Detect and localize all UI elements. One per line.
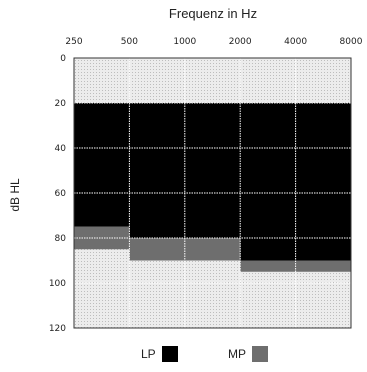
x-tick-label: 500 [121, 37, 138, 47]
grid-layer [74, 58, 351, 328]
y-tick-label: 120 [49, 324, 66, 334]
legend-swatch-lp [161, 346, 178, 362]
legend: LP MP [0, 346, 367, 368]
legend-item-mp: MP [228, 346, 268, 362]
legend-swatch-mp [252, 346, 268, 362]
x-tick-label: 2000 [229, 37, 252, 47]
x-axis-title: Frequenz in Hz [169, 6, 257, 21]
x-tick-label: 250 [65, 37, 82, 47]
legend-item-lp: LP [141, 346, 178, 362]
y-axis-title: dB HL [8, 178, 22, 212]
legend-label-lp: LP [141, 347, 156, 361]
series-band-lp [74, 103, 351, 261]
y-tick-label: 0 [60, 54, 66, 64]
series-layer [74, 103, 351, 272]
y-tick-label: 60 [55, 189, 67, 199]
legend-label-mp: MP [228, 347, 246, 361]
y-tick-label: 80 [55, 234, 67, 244]
plot-frame [73, 57, 352, 329]
y-tick-label: 100 [49, 279, 66, 289]
series-band-mp [74, 226, 351, 272]
y-tick-labels: 0 20 40 60 80 100 120 [49, 54, 66, 334]
x-tick-label: 8000 [340, 37, 363, 47]
y-tick-label: 20 [55, 99, 67, 109]
x-tick-label: 4000 [284, 37, 307, 47]
x-tick-label: 1000 [173, 37, 196, 47]
y-tick-label: 40 [55, 144, 67, 154]
x-tick-labels: 250 500 1000 2000 4000 8000 [65, 37, 362, 47]
